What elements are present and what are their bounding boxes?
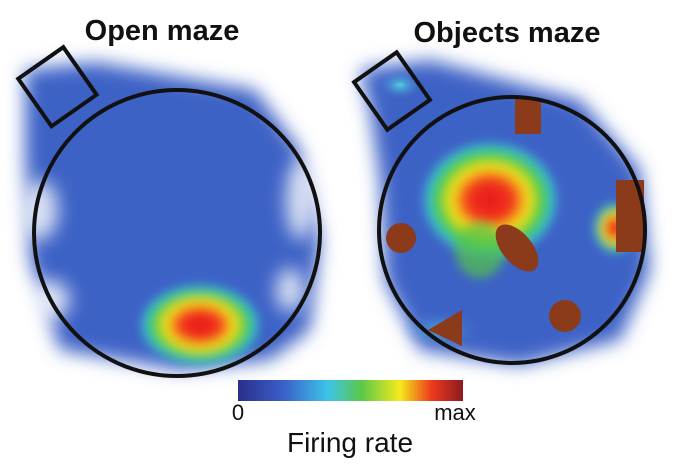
maze-outlines [15, 44, 647, 378]
colorbar-max: max [434, 400, 476, 425]
colorbar-min: 0 [232, 400, 244, 425]
panel-title: Open maze [85, 15, 240, 47]
panel-title: Objects maze [414, 17, 601, 49]
colorbar-label: Firing rate [287, 427, 413, 458]
colorbar [238, 380, 463, 401]
heatmap-objects [360, 60, 650, 365]
